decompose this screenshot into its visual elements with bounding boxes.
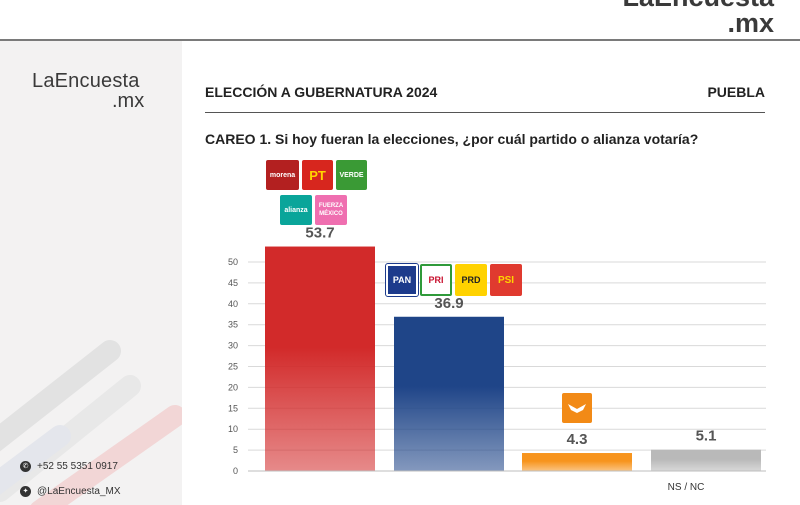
survey-question: CAREO 1. Si hoy fueran la elecciones, ¿p…	[205, 131, 699, 147]
twitter-handle: @LaEncuesta_MX	[37, 486, 121, 497]
top-bar: LaEncuesta .mx	[0, 0, 800, 41]
twitter-contact: ✦ @LaEncuesta_MX	[20, 486, 121, 497]
fuerza-mexico-logo: FUERZA MÉXICO	[315, 195, 347, 225]
pri-logo: PRI	[420, 264, 452, 296]
bar	[522, 453, 632, 471]
category-label: NS / NC	[668, 482, 705, 493]
y-tick-label: 5	[233, 445, 238, 455]
bar	[394, 316, 504, 471]
top-logo: LaEncuesta .mx	[622, 0, 774, 38]
y-tick-label: 35	[228, 320, 238, 330]
data-label: 5.1	[696, 428, 717, 445]
y-tick-label: 20	[228, 382, 238, 392]
y-tick-label: 30	[228, 341, 238, 351]
region-label: PUEBLA	[707, 84, 765, 100]
data-label: 36.9	[434, 295, 463, 312]
y-tick-label: 40	[228, 299, 238, 309]
bar	[651, 449, 761, 471]
y-tick-label: 25	[228, 362, 238, 372]
top-logo-line2: .mx	[727, 8, 774, 38]
verde-logo: VERDE	[336, 160, 367, 190]
sidebar: LaEncuesta .mx ✆ +52 55 5351 0917 ✦ @LaE…	[0, 41, 182, 505]
eagle-icon	[568, 404, 586, 413]
page-title: ELECCIÓN A GUBERNATURA 2024	[205, 84, 438, 100]
twitter-icon: ✦	[20, 486, 31, 497]
decorative-stripes	[0, 340, 182, 505]
movimiento-ciudadano-logo	[562, 393, 592, 423]
prd-logo: PRD	[455, 264, 487, 296]
whatsapp-icon: ✆	[20, 461, 31, 472]
pt-logo: PT	[302, 160, 333, 190]
y-tick-label: 45	[228, 278, 238, 288]
psi-logo: PSI	[490, 264, 522, 296]
alianza-logo: alianza	[280, 195, 312, 225]
y-tick-label: 10	[228, 424, 238, 434]
pan-logo: PAN	[385, 263, 419, 297]
brand-name: LaEncuesta	[32, 70, 140, 92]
phone-contact: ✆ +52 55 5351 0917	[20, 461, 118, 472]
bar	[265, 246, 375, 471]
y-tick-label: 0	[233, 466, 238, 476]
divider	[0, 39, 800, 41]
y-tick-label: 15	[228, 403, 238, 413]
brand-domain: .mx	[112, 90, 145, 112]
header-divider	[205, 112, 765, 113]
y-tick-label: 50	[228, 257, 238, 267]
morena-logo: morena	[266, 160, 299, 190]
brand-logo: LaEncuesta .mx	[32, 71, 144, 111]
data-label: 4.3	[567, 431, 588, 448]
data-label: 53.7	[305, 225, 334, 242]
phone-number: +52 55 5351 0917	[37, 461, 118, 472]
top-logo-line1: LaEncuesta	[622, 0, 774, 11]
